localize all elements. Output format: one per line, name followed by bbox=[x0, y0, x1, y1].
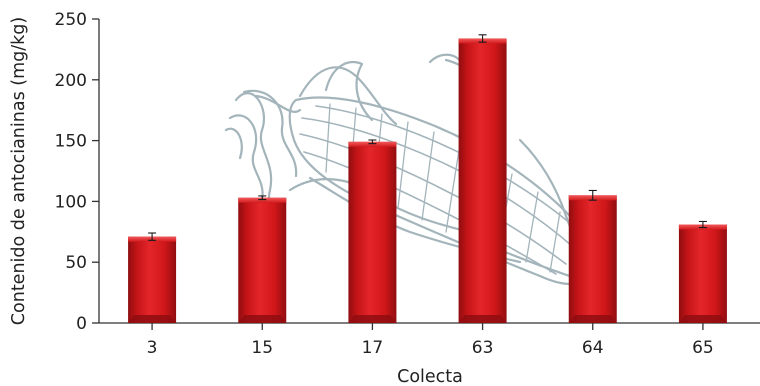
x-tick-label: 15 bbox=[251, 338, 273, 358]
x-tick-label: 17 bbox=[362, 338, 384, 358]
x-axis-ticks: 3 15 17 63 64 65 bbox=[147, 323, 714, 358]
bar-body bbox=[348, 141, 397, 323]
y-axis-label: Contenido de antocianinas (mg/kg) bbox=[9, 17, 29, 325]
y-tick-label: 250 bbox=[55, 10, 87, 30]
bar-body bbox=[678, 224, 727, 323]
x-axis-label: Colecta bbox=[397, 367, 463, 386]
bar-top-highlight bbox=[238, 197, 287, 203]
y-tick-label: 150 bbox=[55, 132, 87, 152]
bar-base-bevel bbox=[238, 315, 287, 323]
bar-base-bevel bbox=[128, 315, 177, 323]
bar-body bbox=[458, 38, 507, 324]
x-tick-label: 65 bbox=[692, 338, 714, 358]
bar-base-bevel bbox=[568, 315, 617, 323]
bar-base-bevel bbox=[678, 315, 727, 323]
bar-base-bevel bbox=[458, 315, 507, 323]
y-tick-label: 100 bbox=[55, 192, 87, 212]
y-tick-label: 0 bbox=[76, 314, 87, 334]
y-tick-label: 200 bbox=[55, 71, 87, 91]
bar-15 bbox=[238, 195, 287, 323]
x-tick-label: 3 bbox=[147, 338, 158, 358]
y-tick-label: 50 bbox=[65, 253, 87, 273]
bar-3 bbox=[128, 232, 177, 323]
x-tick-label: 63 bbox=[472, 338, 494, 358]
bar-body bbox=[128, 236, 177, 323]
bar-body bbox=[568, 195, 617, 323]
bar-64 bbox=[568, 189, 617, 323]
y-axis-ticks: 0 50 100 150 200 250 bbox=[55, 10, 99, 334]
bar-top-highlight bbox=[348, 141, 397, 147]
bar-63 bbox=[458, 34, 507, 324]
bar-base-bevel bbox=[348, 315, 397, 323]
x-tick-label: 64 bbox=[582, 338, 604, 358]
bars bbox=[128, 34, 727, 324]
bar-body bbox=[238, 197, 287, 323]
bar-17 bbox=[348, 139, 397, 323]
bar-65 bbox=[678, 220, 727, 323]
